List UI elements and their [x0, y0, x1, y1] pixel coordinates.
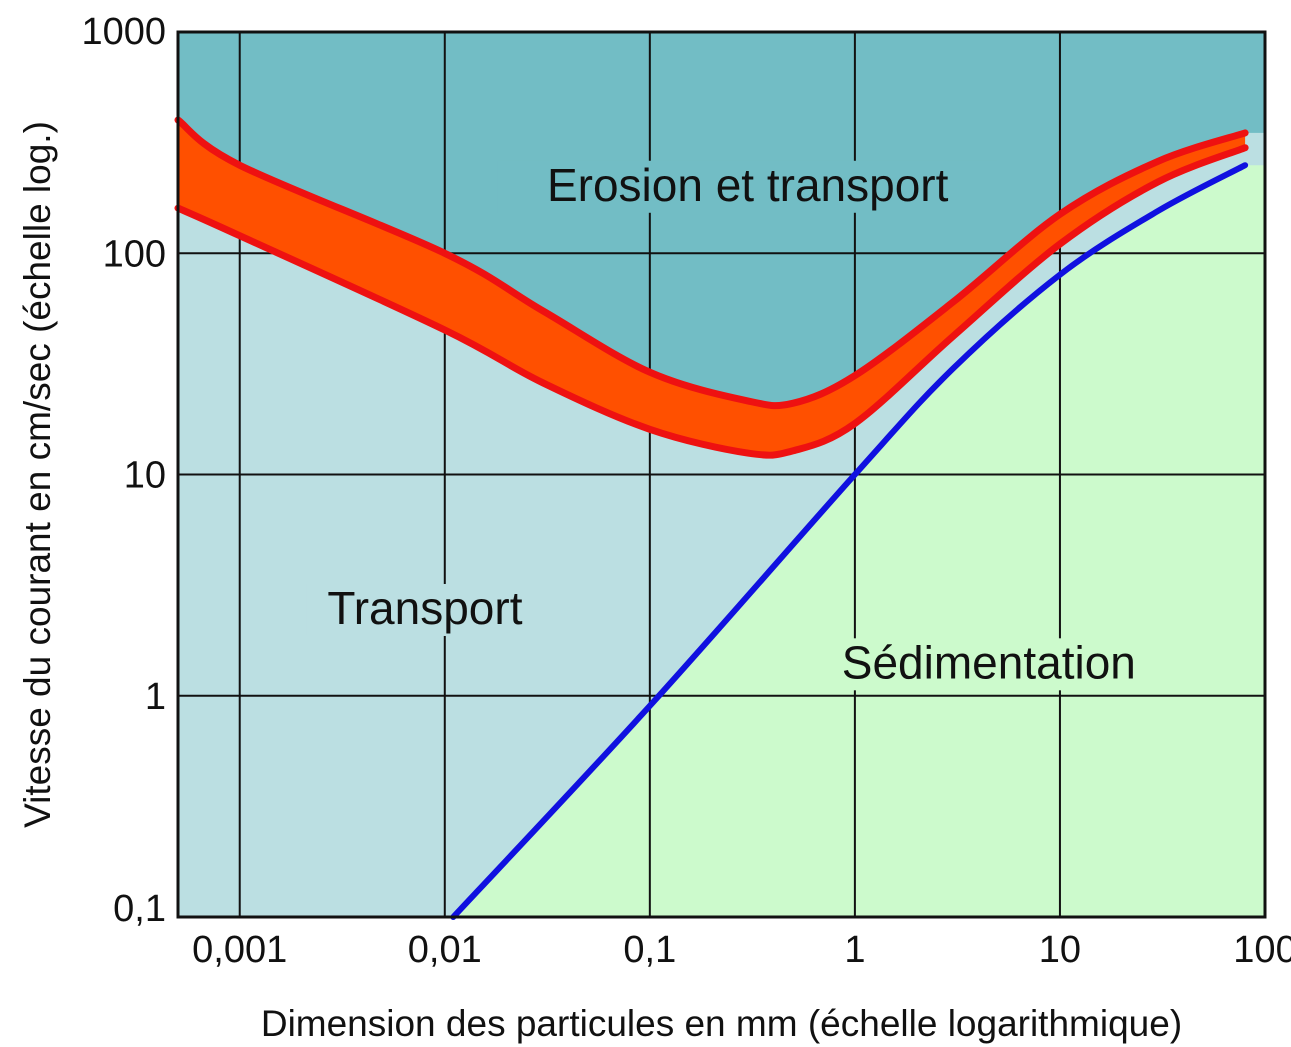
erosion-region-label-backdrop — [497, 160, 998, 213]
erosion-band-upper-line — [174, 116, 1249, 410]
y-axis-title: Vitesse du courant en cm/sec (échelle lo… — [17, 121, 58, 828]
transport-region-label-backdrop — [306, 583, 543, 636]
y-tick-label-3: 100 — [103, 233, 166, 275]
erosion-band-lower-line — [174, 144, 1249, 459]
plot-frame — [176, 30, 1267, 919]
sedimentation-curve-line — [450, 162, 1249, 920]
transport-region-label: Transport — [327, 582, 522, 634]
sedimentation-region-label: Sédimentation — [842, 636, 1136, 688]
y-tick-labels: 0,1 1 10 100 1000 — [81, 11, 166, 930]
x-tick-labels: 0,001 0,01 0,1 1 10 100 — [192, 929, 1291, 971]
y-tick-label-1: 1 — [145, 676, 166, 718]
erosion-region-label: Erosion et transport — [547, 159, 949, 211]
x-axis-title: Dimension des particules en mm (échelle … — [261, 1003, 1182, 1044]
x-tick-label-2: 0,1 — [623, 929, 676, 971]
sedimentation-region-label-backdrop — [822, 638, 1155, 691]
y-tick-label-4: 1000 — [81, 11, 166, 53]
x-tick-label-0: 0,001 — [192, 929, 287, 971]
x-tick-label-3: 1 — [844, 929, 865, 971]
x-tick-label-4: 10 — [1039, 929, 1081, 971]
y-tick-label-0: 0,1 — [113, 888, 166, 930]
sedimentation-region-fill — [453, 165, 1265, 917]
erosion-band — [174, 116, 1249, 459]
sedimentation-curve — [450, 162, 1249, 920]
region-labels: Erosion et transport Transport Sédimentati… — [306, 159, 1155, 691]
erosion-region-fill — [178, 32, 1265, 406]
x-tick-label-1: 0,01 — [408, 929, 482, 971]
y-tick-label-2: 10 — [124, 455, 166, 497]
erosion-band-fill — [178, 120, 1246, 456]
x-tick-label-5: 100 — [1233, 929, 1291, 971]
